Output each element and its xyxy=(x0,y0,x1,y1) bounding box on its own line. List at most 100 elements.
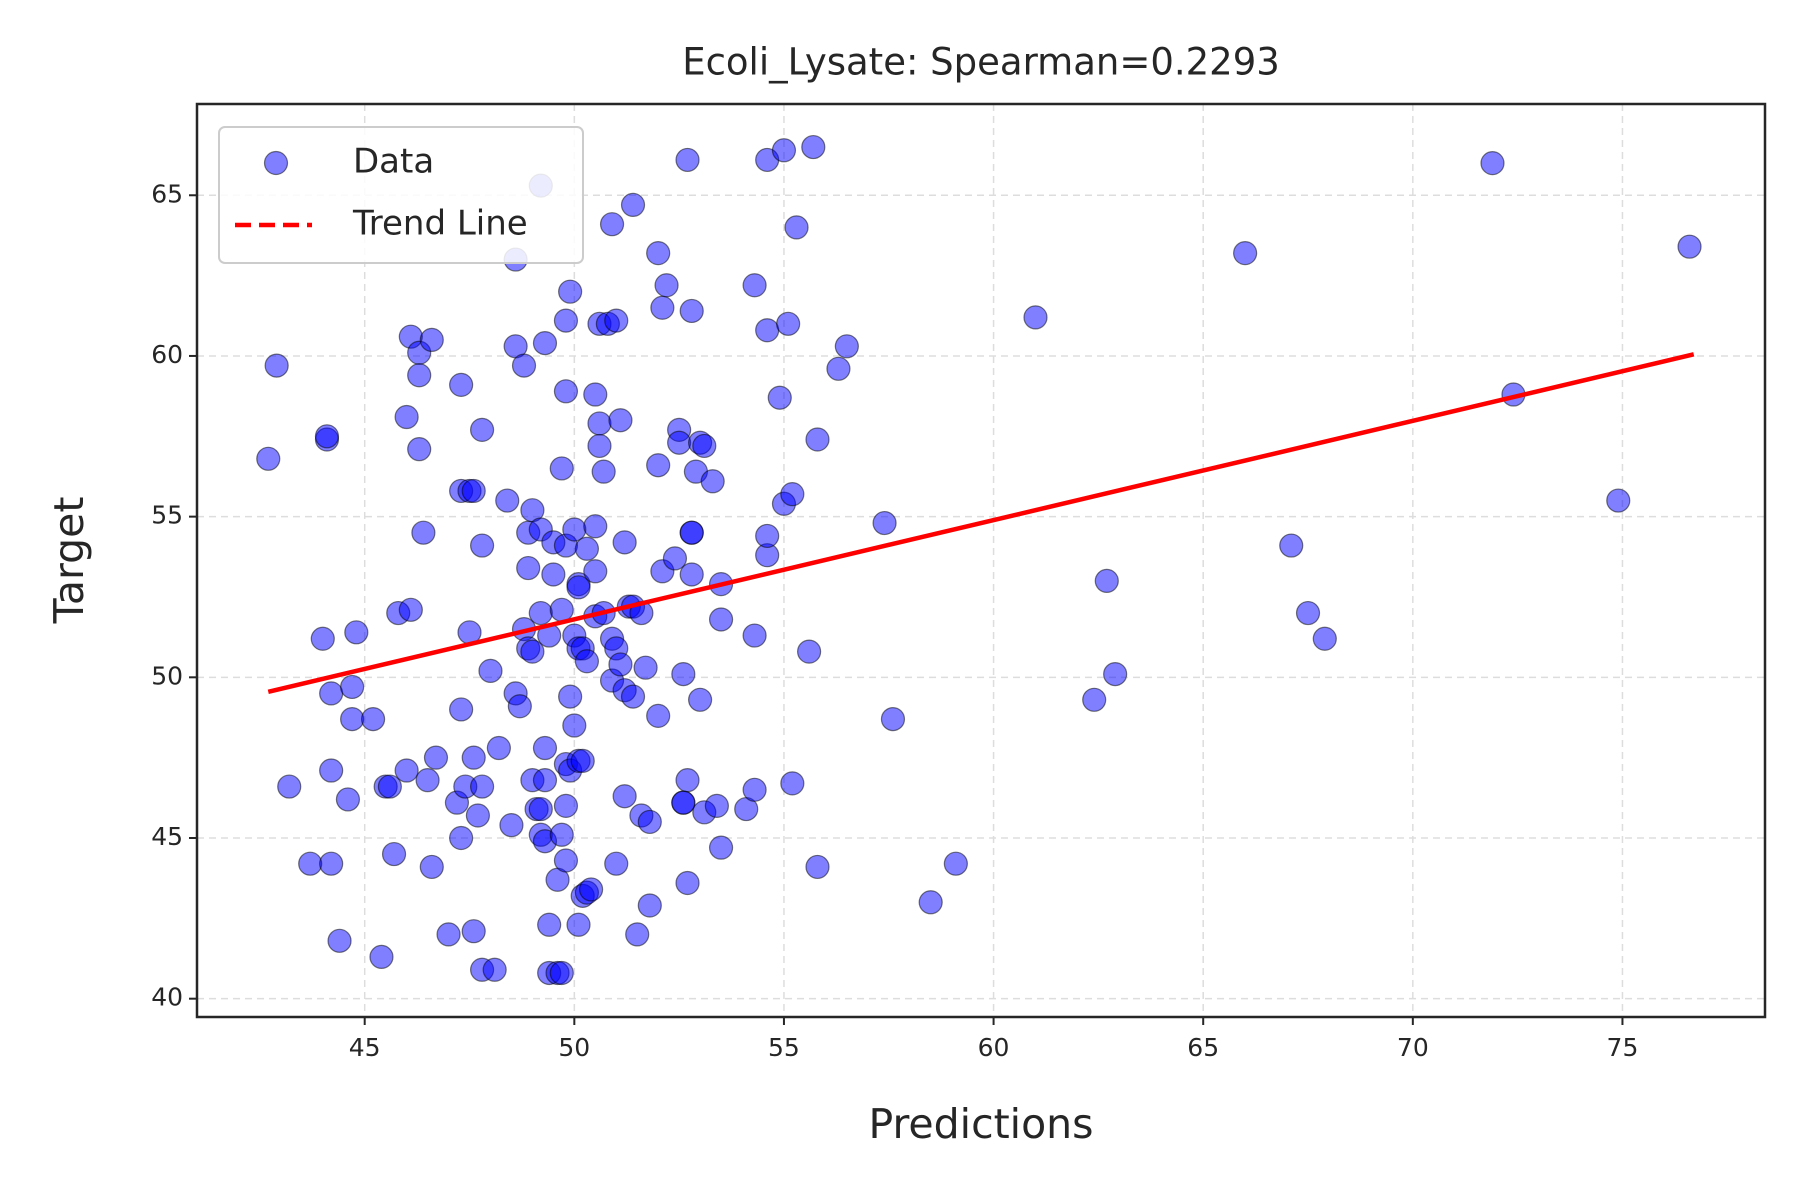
data-point xyxy=(394,404,419,430)
data-point xyxy=(675,768,700,793)
data-point xyxy=(625,922,650,947)
data-point xyxy=(319,758,344,783)
data-point xyxy=(298,851,323,876)
data-point xyxy=(604,851,629,876)
data-point xyxy=(679,298,704,324)
y-tick-label: 50 xyxy=(151,661,183,690)
data-point xyxy=(344,620,369,645)
data-point xyxy=(918,890,943,915)
data-point xyxy=(742,623,767,648)
data-point xyxy=(675,870,700,896)
data-point xyxy=(708,607,734,632)
data-point xyxy=(465,803,490,828)
data-point xyxy=(436,922,461,947)
data-point xyxy=(880,706,906,732)
data-point xyxy=(461,745,486,770)
data-point xyxy=(646,453,671,478)
data-point xyxy=(1023,305,1048,330)
data-point xyxy=(327,928,352,953)
data-point xyxy=(532,330,558,356)
data-point xyxy=(583,514,608,539)
data-point xyxy=(377,774,402,799)
data-point xyxy=(415,768,440,793)
data-point xyxy=(662,546,688,571)
data-point xyxy=(1103,662,1128,687)
data-point xyxy=(553,848,579,873)
data-point xyxy=(646,703,671,728)
data-point xyxy=(704,793,729,818)
data-point xyxy=(507,694,532,719)
data-point xyxy=(499,813,524,838)
data-point xyxy=(314,424,340,449)
data-point xyxy=(1606,488,1631,513)
data-point xyxy=(679,520,704,545)
data-point xyxy=(558,279,583,304)
data-point xyxy=(256,446,281,471)
data-point xyxy=(511,353,537,378)
plot-frame xyxy=(195,102,1767,1019)
data-point xyxy=(394,758,419,783)
data-point xyxy=(520,639,545,664)
data-point xyxy=(797,639,822,664)
data-point xyxy=(482,957,507,982)
data-point xyxy=(805,427,830,452)
y-tick-label: 60 xyxy=(151,340,183,369)
legend-box xyxy=(218,126,584,264)
data-point xyxy=(319,851,344,876)
data-point xyxy=(461,919,486,944)
data-point xyxy=(620,192,646,218)
data-point xyxy=(620,684,646,709)
data-point xyxy=(549,960,574,986)
data-point xyxy=(541,562,566,587)
data-point xyxy=(943,851,968,876)
data-point xyxy=(671,790,696,815)
data-point xyxy=(562,517,587,542)
data-point xyxy=(537,912,562,937)
data-point xyxy=(528,600,553,626)
data-point xyxy=(604,308,629,333)
data-point xyxy=(583,559,608,584)
x-tick-label: 45 xyxy=(349,1033,381,1062)
data-point xyxy=(826,356,851,381)
data-point xyxy=(1677,234,1702,259)
x-tick-label: 60 xyxy=(978,1033,1010,1062)
data-point xyxy=(277,774,302,799)
data-point xyxy=(553,379,579,404)
data-point xyxy=(637,893,662,918)
data-point xyxy=(423,745,449,770)
x-tick-label: 50 xyxy=(558,1033,590,1062)
data-point xyxy=(587,433,612,459)
data-point xyxy=(398,597,423,622)
data-point xyxy=(558,684,583,709)
data-point xyxy=(767,385,792,410)
data-point xyxy=(495,488,520,513)
data-point xyxy=(532,735,558,761)
data-point xyxy=(1094,568,1119,594)
data-point xyxy=(478,658,503,683)
data-point xyxy=(407,363,432,388)
data-point xyxy=(587,411,612,436)
data-point xyxy=(449,372,474,397)
data-point xyxy=(650,295,675,320)
data-point xyxy=(553,308,579,333)
data-point xyxy=(654,273,679,298)
data-point xyxy=(1279,533,1304,558)
data-point xyxy=(688,687,713,712)
data-point xyxy=(461,478,486,504)
x-tick-label: 70 xyxy=(1397,1033,1429,1062)
data-point xyxy=(532,768,558,793)
data-point xyxy=(516,555,541,581)
legend-marker xyxy=(263,150,289,176)
y-tick-label: 45 xyxy=(151,822,183,851)
data-point xyxy=(549,456,574,481)
data-point xyxy=(646,241,671,266)
data-point xyxy=(776,311,801,336)
data-point xyxy=(633,655,658,680)
data-point xyxy=(319,681,344,706)
data-point xyxy=(1312,626,1337,651)
data-point xyxy=(583,382,608,407)
data-point xyxy=(1295,600,1321,626)
data-point xyxy=(449,825,474,851)
